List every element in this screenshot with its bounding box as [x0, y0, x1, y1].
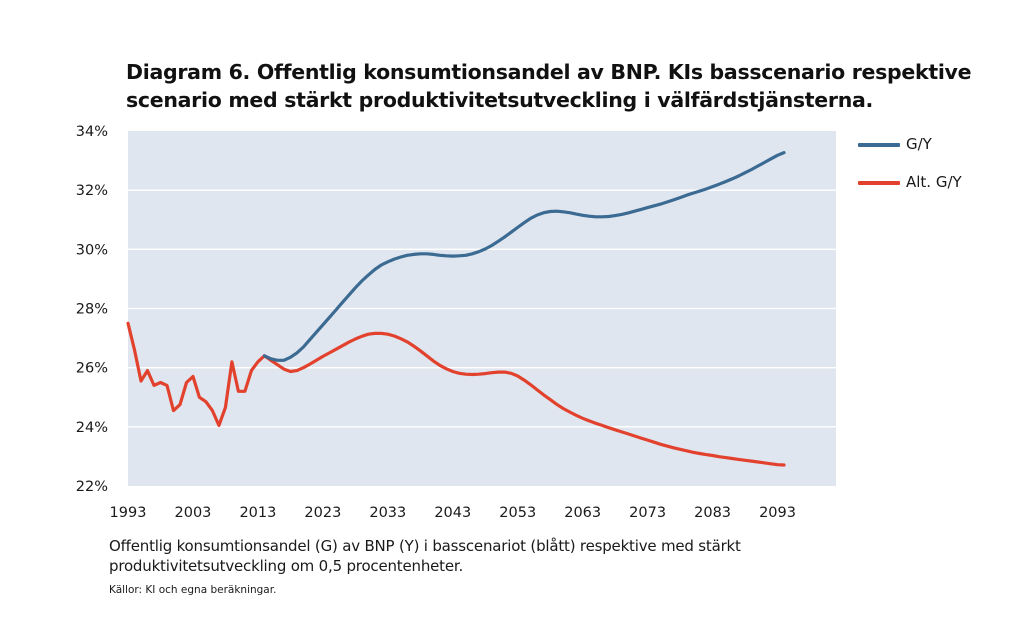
legend-label-alt-gy: Alt. G/Y — [906, 173, 962, 191]
chart-caption: Offentlig konsumtionsandel (G) av BNP (Y… — [109, 536, 809, 576]
x-tick-label-0: 1993 — [110, 505, 147, 521]
x-tick-label-9: 2083 — [694, 505, 731, 521]
series-line-alt-g-y — [126, 321, 786, 467]
y-tick-label-0: 22% — [76, 479, 108, 495]
x-tick-label-2: 2013 — [239, 505, 276, 521]
y-tick-label-6: 34% — [76, 124, 108, 140]
y-tick-label-5: 32% — [76, 183, 108, 199]
x-tick-label-7: 2063 — [564, 505, 601, 521]
y-tick-label-4: 30% — [76, 242, 108, 258]
x-tick-label-5: 2043 — [434, 505, 471, 521]
legend-label-gy: G/Y — [906, 135, 932, 153]
x-tick-label-10: 2093 — [759, 505, 796, 521]
source-note: Källor: KI och egna beräkningar. — [109, 584, 277, 596]
caption-line-2: produktivitetsutveckling om 0,5 procente… — [109, 557, 464, 575]
chart-title-line-2: scenario med stärkt produktivitetsutveck… — [126, 88, 874, 112]
caption-line-1: Offentlig konsumtionsandel (G) av BNP (Y… — [109, 537, 741, 555]
series-line-g-y — [262, 151, 786, 362]
chart-title-line-1: Diagram 6. Offentlig konsumtionsandel av… — [126, 60, 972, 84]
x-tick-label-6: 2053 — [499, 505, 536, 521]
y-tick-label-2: 26% — [76, 361, 108, 377]
y-tick-label-1: 24% — [76, 420, 108, 436]
x-tick-label-3: 2023 — [304, 505, 341, 521]
y-axis: 22% 24% 26% 28% 30% 32% 34% — [76, 124, 108, 495]
legend-swatch-alt-gy — [858, 181, 900, 185]
legend-swatch-gy — [858, 143, 900, 147]
x-tick-label-1: 2003 — [175, 505, 212, 521]
chart-title: Diagram 6. Offentlig konsumtionsandel av… — [126, 58, 986, 114]
y-tick-label-3: 28% — [76, 302, 108, 318]
x-tick-label-4: 2033 — [369, 505, 406, 521]
x-axis: 1993 2003 2013 2023 2033 2043 2053 2063 2073 2083… — [110, 505, 796, 521]
series-lines — [126, 151, 786, 467]
x-tick-label-8: 2073 — [629, 505, 666, 521]
